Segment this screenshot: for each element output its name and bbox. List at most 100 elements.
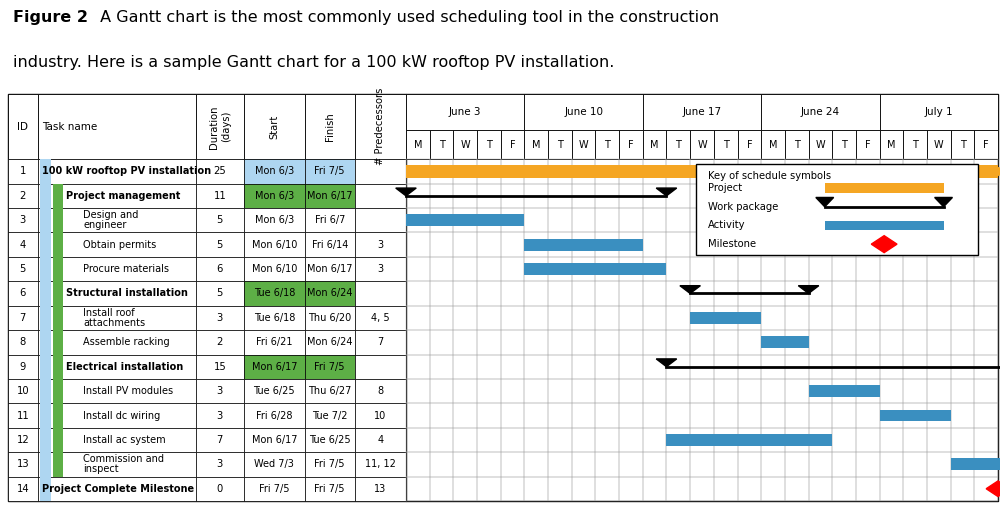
Text: Mon 6/3: Mon 6/3 [255, 191, 294, 201]
Bar [666, 428, 690, 452]
Bar [690, 355, 714, 379]
Bar [761, 336, 809, 348]
Polygon shape [656, 359, 677, 367]
Text: 5: 5 [20, 264, 26, 274]
Bar [880, 130, 903, 159]
Bar [453, 355, 477, 379]
Text: Commission and: Commission and [83, 454, 164, 464]
Bar [761, 94, 880, 130]
Bar [524, 130, 548, 159]
Bar [738, 257, 761, 281]
Bar [53, 184, 63, 208]
Bar [38, 452, 196, 476]
Text: Duration
(days): Duration (days) [209, 105, 231, 148]
Bar [666, 403, 690, 428]
Bar [809, 355, 832, 379]
Bar [809, 403, 832, 428]
Bar [572, 452, 595, 476]
Bar [354, 281, 406, 305]
Bar [809, 130, 832, 159]
Text: T: T [960, 140, 965, 150]
Bar [714, 184, 738, 208]
Text: Install PV modules: Install PV modules [83, 386, 173, 396]
Bar [666, 379, 690, 403]
Text: 3: 3 [377, 264, 383, 274]
Bar [666, 184, 690, 208]
Bar [38, 476, 196, 501]
Bar [406, 330, 430, 355]
Bar [406, 355, 430, 379]
Bar [477, 257, 501, 281]
Bar [761, 305, 785, 330]
Bar [643, 159, 666, 184]
Bar [903, 330, 927, 355]
Text: Structural installation: Structural installation [66, 289, 188, 299]
Text: 5: 5 [217, 215, 223, 225]
Text: Fri 6/14: Fri 6/14 [312, 239, 348, 249]
Bar [406, 214, 524, 226]
Text: 11: 11 [213, 191, 226, 201]
Bar [974, 476, 998, 501]
Bar [453, 233, 477, 257]
Bar [690, 330, 714, 355]
Text: attachments: attachments [83, 318, 145, 328]
Bar [406, 428, 430, 452]
Text: T: T [486, 140, 492, 150]
Text: industry. Here is a sample Gantt chart for a 100 kW rooftop PV installation.: industry. Here is a sample Gantt chart f… [13, 55, 614, 70]
Text: 13: 13 [17, 460, 29, 470]
Bar [619, 403, 643, 428]
Bar [595, 184, 619, 208]
Text: Fri 6/28: Fri 6/28 [256, 410, 293, 421]
Text: Thu 6/27: Thu 6/27 [308, 386, 351, 396]
Bar [477, 452, 501, 476]
Text: Project management: Project management [66, 191, 181, 201]
Bar [643, 355, 666, 379]
Bar [572, 305, 595, 330]
Bar [690, 403, 714, 428]
Bar [951, 257, 974, 281]
Bar [548, 403, 572, 428]
Bar [244, 403, 305, 428]
Bar [809, 184, 832, 208]
Text: Procure materials: Procure materials [83, 264, 169, 274]
Bar [809, 452, 832, 476]
Bar [595, 130, 619, 159]
Bar [714, 208, 738, 233]
Bar [690, 257, 714, 281]
Bar [690, 184, 714, 208]
Text: 12: 12 [16, 435, 29, 445]
Text: 7: 7 [20, 313, 26, 323]
Bar [406, 159, 430, 184]
Bar [524, 379, 548, 403]
Bar [8, 355, 38, 379]
Bar [832, 476, 856, 501]
Bar [785, 305, 809, 330]
Bar [53, 305, 63, 330]
Bar [832, 208, 856, 233]
Bar [880, 330, 903, 355]
Bar [832, 184, 856, 208]
Text: Fri 7/5: Fri 7/5 [314, 362, 345, 372]
Bar [696, 163, 978, 255]
Bar [666, 159, 690, 184]
Text: T: T [794, 140, 800, 150]
Bar [690, 281, 714, 305]
Bar [38, 305, 196, 330]
Bar [738, 305, 761, 330]
Bar [572, 403, 595, 428]
Text: Wed 7/3: Wed 7/3 [254, 460, 294, 470]
Bar [244, 257, 305, 281]
Bar [927, 233, 951, 257]
Bar [809, 428, 832, 452]
Text: Project: Project [708, 183, 742, 193]
Text: Mon 6/10: Mon 6/10 [252, 239, 297, 249]
Text: 3: 3 [217, 460, 223, 470]
Text: 5: 5 [217, 239, 223, 249]
Bar [196, 330, 244, 355]
Bar [595, 159, 619, 184]
Bar [501, 208, 524, 233]
Bar [595, 379, 619, 403]
Bar [501, 403, 524, 428]
Text: Fri 7/5: Fri 7/5 [314, 484, 345, 494]
Bar [714, 355, 738, 379]
